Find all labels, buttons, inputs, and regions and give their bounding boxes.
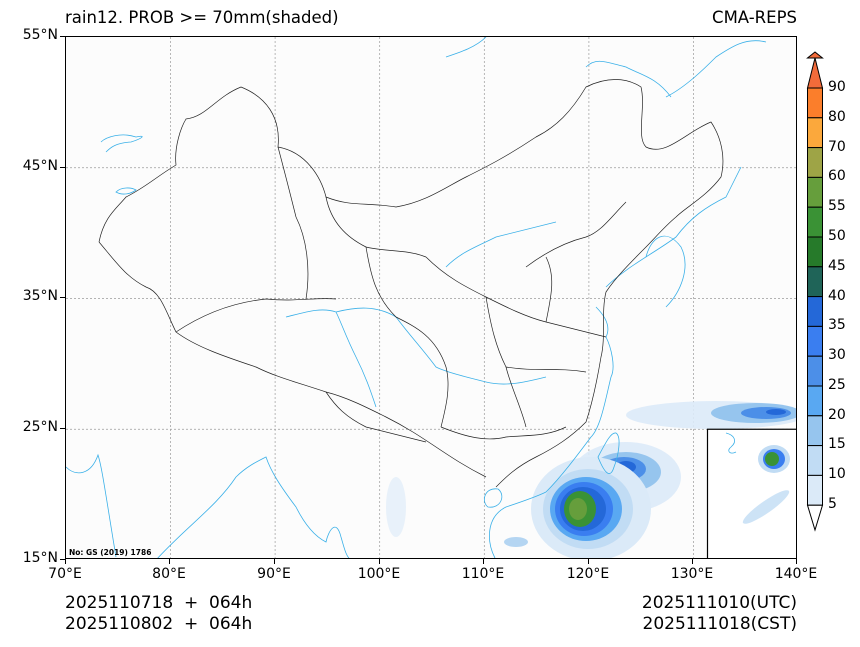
inset-map: [706, 428, 796, 558]
colorbar-label: 55: [828, 198, 846, 214]
colorbar-label: 30: [828, 347, 846, 363]
borders: [98, 79, 724, 488]
colorbar-label: 90: [828, 79, 846, 95]
y-tickmark: [60, 36, 65, 37]
rain-probability-shading: [386, 401, 796, 558]
x-tickmark: [692, 559, 693, 564]
y-tick-label: 55°N: [22, 27, 58, 43]
map-canvas: [66, 37, 796, 558]
valid-time-block: 2025111010(UTC) 2025111018(CST): [642, 593, 797, 635]
colorbar: [806, 51, 824, 532]
y-tick-label: 25°N: [22, 419, 58, 435]
map-approval-note: No: GS (2019) 1786: [69, 548, 152, 557]
valid-time-cst: 2025111018(CST): [642, 614, 797, 634]
y-tick-label: 15°N: [22, 550, 58, 566]
colorbar-label: 40: [828, 288, 846, 304]
coastlines: [66, 37, 767, 558]
init-time-cst: 2025110802 + 064h: [65, 614, 253, 634]
x-tick-label: 110°E: [461, 566, 505, 582]
map-plot-area: [65, 36, 797, 559]
colorbar-label: 50: [828, 228, 846, 244]
init-time-block: 2025110718 + 064h 2025110802 + 064h: [65, 593, 252, 635]
x-tickmark: [65, 559, 66, 564]
x-tickmark: [379, 559, 380, 564]
y-tick-label: 35°N: [22, 288, 58, 304]
colorbar-label: 45: [828, 258, 846, 274]
init-time-utc: 2025110718 + 064h: [65, 593, 253, 613]
y-tickmark: [60, 167, 65, 168]
colorbar-label: 80: [828, 109, 846, 125]
colorbar-label: 15: [828, 436, 846, 452]
chart-title: rain12. PROB >= 70mm(shaded): [65, 8, 339, 27]
y-tickmark: [60, 297, 65, 298]
y-tick-label: 45°N: [22, 158, 58, 174]
colorbar-label: 5: [828, 496, 837, 512]
colorbar-label: 10: [828, 466, 846, 482]
x-tick-label: 80°E: [152, 566, 186, 582]
y-tickmark: [60, 428, 65, 429]
colorbar-label: 70: [828, 139, 846, 155]
x-tick-label: 90°E: [257, 566, 291, 582]
x-tick-label: 130°E: [670, 566, 714, 582]
valid-time-utc: 2025111010(UTC): [641, 593, 797, 613]
x-tickmark: [169, 559, 170, 564]
grid-lines: [66, 37, 796, 558]
colorbar-label: 35: [828, 317, 846, 333]
x-tickmark: [274, 559, 275, 564]
colorbar-label: 25: [828, 377, 846, 393]
x-tickmark: [588, 559, 589, 564]
x-tick-label: 140°E: [774, 566, 818, 582]
y-tickmark: [60, 559, 65, 560]
x-tick-label: 100°E: [357, 566, 401, 582]
x-tick-label: 70°E: [48, 566, 82, 582]
colorbar-label: 60: [828, 168, 846, 184]
x-tickmark: [796, 559, 797, 564]
model-name: CMA-REPS: [712, 8, 797, 27]
x-tickmark: [483, 559, 484, 564]
x-tick-label: 120°E: [566, 566, 610, 582]
colorbar-label: 20: [828, 407, 846, 423]
